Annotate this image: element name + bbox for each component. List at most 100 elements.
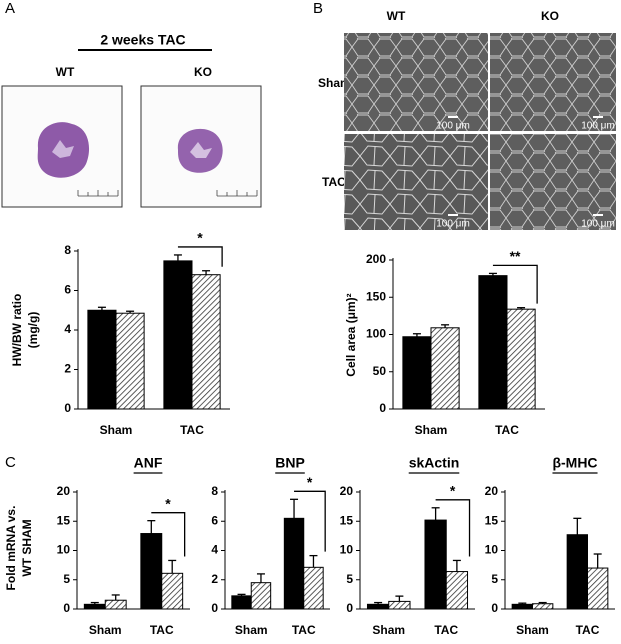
error-bar: [452, 559, 461, 572]
bar: [115, 312, 145, 410]
y-tick-label: 2: [64, 362, 71, 376]
significance-label: **: [510, 248, 521, 264]
column-label: WT: [387, 9, 406, 23]
bar: [231, 595, 252, 610]
error-bar: [309, 554, 318, 568]
bar: [566, 534, 589, 610]
scale-label: 100 μm: [581, 121, 615, 132]
bar: [163, 260, 193, 410]
y-axis-label: Cell area (μm)²: [344, 293, 358, 376]
chart-title: ANF: [134, 455, 163, 471]
error-bar: [395, 595, 404, 602]
x-tick-label: Sham: [235, 623, 268, 637]
significance-label: *: [197, 230, 203, 246]
y-tick-label: 0: [346, 601, 353, 615]
x-tick-label: Sham: [372, 623, 405, 637]
error-bar: [202, 270, 211, 275]
bar: [87, 309, 117, 410]
bar: [366, 603, 390, 610]
y-tick-label: 20: [57, 484, 71, 498]
heart-image: [140, 85, 262, 208]
error-bar: [256, 573, 265, 583]
y-tick-label: 10: [57, 543, 71, 557]
error-bar: [593, 553, 602, 569]
y-axis-label: WT SHAM: [20, 519, 34, 576]
heart-image: [1, 85, 123, 208]
error-bar: [431, 507, 440, 521]
column-label: WT: [56, 65, 75, 79]
y-tick-label: 200: [366, 252, 386, 266]
y-tick-label: 10: [485, 543, 499, 557]
y-axis-label: HW/BW ratio: [10, 294, 24, 367]
y-tick-label: 20: [485, 484, 499, 498]
bar: [511, 603, 534, 610]
x-tick-label: TAC: [576, 623, 600, 637]
significance-bracket: [151, 512, 186, 557]
bar: [388, 600, 411, 610]
bar: [402, 336, 432, 410]
error-bar: [573, 517, 582, 535]
y-tick-label: 0: [211, 601, 218, 615]
significance-label: *: [165, 495, 171, 511]
error-bar: [97, 306, 106, 311]
y-tick-label: 10: [340, 543, 354, 557]
y-tick-label: 4: [211, 543, 218, 557]
scale-label: 100 μm: [436, 121, 470, 132]
y-axis-label: (mg/g): [26, 312, 40, 349]
row-label: Sham: [318, 76, 351, 90]
error-bar: [147, 520, 156, 534]
error-bar: [517, 307, 526, 310]
bar: [478, 275, 508, 410]
micrograph: [344, 33, 488, 131]
y-tick-label: 15: [340, 513, 354, 527]
error-bar: [126, 310, 135, 314]
y-tick-label: 4: [64, 322, 71, 336]
x-tick-label: Sham: [415, 423, 448, 437]
error-bar: [538, 601, 547, 604]
bar: [250, 582, 272, 610]
bar: [430, 327, 460, 410]
x-tick-label: Sham: [100, 423, 133, 437]
significance-bracket: [177, 246, 223, 267]
panel-label: A: [5, 0, 15, 17]
chart-title: skActin: [409, 455, 460, 471]
heading: 2 weeks TAC: [100, 32, 185, 48]
significance-bracket: [435, 499, 471, 557]
y-tick-label: 0: [64, 401, 71, 415]
y-tick-label: 50: [373, 364, 387, 378]
column-label: KO: [194, 65, 212, 79]
x-tick-label: Sham: [89, 623, 122, 637]
y-tick-label: 100: [366, 327, 386, 341]
chart-title: BNP: [275, 455, 305, 471]
bar: [506, 308, 536, 410]
bar: [303, 566, 324, 610]
significance-bracket: [294, 490, 326, 552]
significance-label: *: [307, 474, 313, 490]
scale-label: 100 μm: [436, 219, 470, 230]
y-tick-label: 0: [379, 401, 386, 415]
bar: [83, 603, 106, 610]
y-axis-label: Fold mRNA vs.: [4, 506, 18, 591]
y-tick-label: 150: [366, 289, 386, 303]
y-tick-label: 15: [485, 513, 499, 527]
row-label: TAC: [322, 175, 346, 189]
column-label: KO: [541, 9, 559, 23]
y-tick-label: 6: [211, 513, 218, 527]
x-tick-label: TAC: [292, 623, 316, 637]
x-tick-label: TAC: [180, 423, 204, 437]
bar: [283, 517, 305, 610]
y-tick-label: 6: [64, 283, 71, 297]
scale-label: 100 μm: [581, 219, 615, 230]
x-tick-label: TAC: [495, 423, 519, 437]
bar: [104, 599, 127, 610]
y-tick-label: 0: [63, 601, 70, 615]
panel-label: C: [5, 454, 16, 471]
significance-bracket: [492, 264, 538, 304]
micrograph: [490, 33, 616, 131]
bar: [140, 533, 163, 610]
chart-title: β-MHC: [552, 455, 597, 471]
y-tick-label: 5: [346, 572, 353, 586]
bar: [424, 519, 447, 610]
y-tick-label: 5: [491, 572, 498, 586]
